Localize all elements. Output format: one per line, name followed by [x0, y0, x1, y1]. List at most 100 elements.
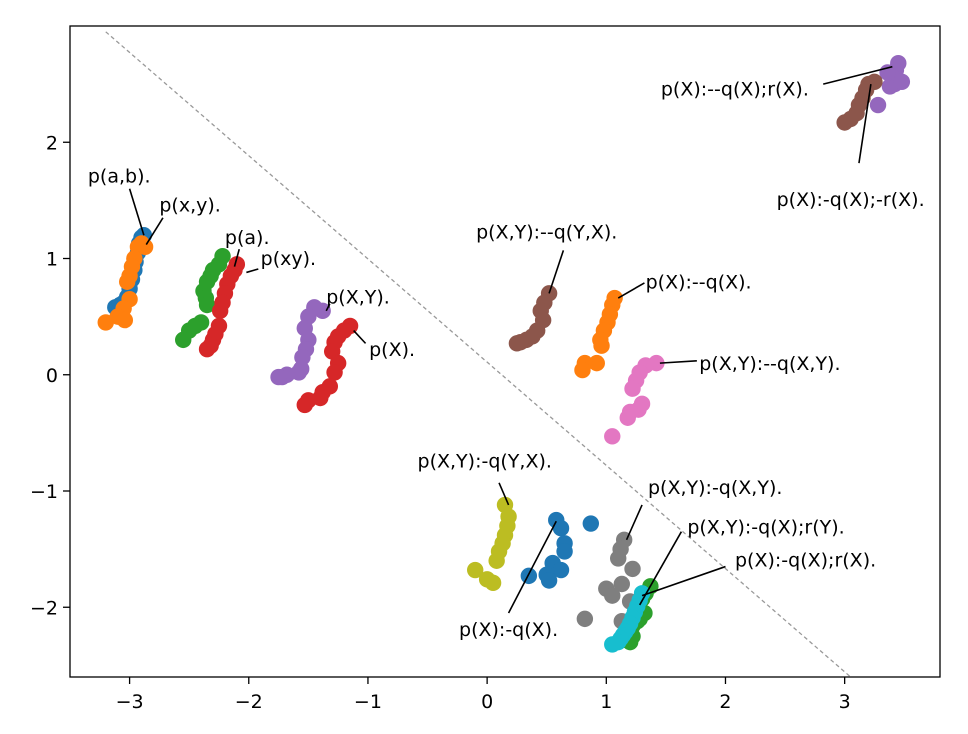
annotation-leader-line [641, 565, 726, 597]
annotation-label: p(X):-q(X). [459, 619, 558, 641]
annotation-label: p(a). [225, 227, 270, 249]
annotation-leader-line [659, 360, 697, 364]
leader-lines-layer [128, 65, 893, 614]
data-point [593, 337, 610, 354]
data-point [488, 552, 505, 569]
data-point [508, 335, 526, 352]
annotation-leader-line [353, 330, 367, 344]
annotation-leader-line [145, 217, 164, 245]
x-axis: −3 −2 −1 0 1 2 3 [116, 677, 851, 713]
series-1 [97, 235, 154, 331]
data-point [520, 567, 538, 585]
data-point [610, 550, 627, 567]
data-point [604, 636, 621, 653]
annotation-label: p(X,Y):-q(X,Y). [648, 477, 782, 499]
annotation-leader-line [638, 531, 683, 606]
data-point [198, 340, 216, 358]
series-14 [869, 55, 911, 114]
data-point [604, 428, 621, 445]
data-point [576, 610, 594, 628]
data-point [467, 561, 484, 579]
x-tick-label: −2 [235, 691, 263, 713]
annotation-leader-line [625, 504, 643, 541]
data-point [556, 543, 573, 560]
annotation-label: p(X,Y):--q(Y,X). [476, 221, 617, 243]
x-tick-label: 1 [600, 691, 612, 713]
y-tick-label: 1 [46, 249, 58, 271]
annotation-leader-line [823, 65, 893, 85]
data-point [624, 380, 641, 397]
annotation-leader-line [128, 188, 145, 236]
annotation-label: p(X,Y):-q(Y,X). [418, 450, 552, 472]
data-point [116, 311, 134, 329]
data-point [211, 302, 229, 320]
annotation-leader-line [858, 84, 872, 164]
x-tick-label: 2 [719, 691, 731, 713]
series-7 [574, 289, 623, 379]
annotation-label: p(X). [369, 339, 415, 361]
data-point [484, 574, 502, 592]
data-point [869, 96, 887, 114]
series-6 [508, 285, 558, 352]
annotation-label: p(X):-q(X);-r(X). [777, 189, 925, 211]
separator-layer [105, 31, 852, 678]
annotation-leader-line [325, 303, 331, 312]
data-point [552, 520, 570, 537]
separator-line [105, 31, 852, 678]
data-point [97, 314, 114, 331]
data-point [588, 354, 605, 372]
series-9 [467, 496, 517, 592]
annotation-leader-line [617, 282, 645, 299]
data-point [540, 572, 558, 589]
annotation-label: p(X,Y):--q(X,Y). [699, 353, 840, 375]
annotation-labels-layer: p(a,b). p(x,y).p(a).p(xy). p(X,Y). p(X). p(X… [88, 78, 925, 641]
data-point [326, 364, 343, 381]
data-point [296, 396, 313, 414]
points-layer [97, 55, 911, 653]
annotation-leader-line [507, 520, 557, 614]
annotation-label: p(X,Y). [326, 287, 390, 309]
data-point [624, 560, 641, 578]
data-point [198, 296, 216, 314]
plot-frame [69, 25, 941, 678]
annotation-leader-line [498, 482, 510, 506]
y-tick-label: 2 [46, 132, 58, 154]
annotation-label: p(a,b). [88, 166, 151, 188]
y-tick-label: −2 [30, 597, 58, 619]
data-point [836, 114, 853, 131]
data-point [604, 587, 621, 604]
data-point [613, 575, 630, 593]
series-2 [175, 247, 231, 349]
annotation-leader-line [246, 268, 259, 274]
annotation-label: p(X,Y):-q(X);r(Y). [687, 517, 844, 539]
series-10 [520, 511, 600, 589]
series-13 [604, 585, 651, 653]
data-point [574, 361, 591, 379]
x-tick-label: 3 [839, 691, 851, 713]
x-tick-label: −1 [354, 691, 382, 713]
series-4 [270, 299, 331, 386]
annotation-label: p(xy). [261, 248, 316, 270]
data-point [270, 368, 287, 386]
y-axis: −2 −1 0 1 2 [30, 132, 70, 619]
data-point [175, 331, 192, 349]
x-tick-label: 0 [481, 691, 493, 713]
y-tick-label: 0 [46, 365, 58, 387]
series-5 [296, 317, 359, 414]
series-15 [836, 73, 883, 131]
annotation-label: p(X):--q(X). [646, 271, 752, 293]
data-point [552, 561, 570, 579]
data-point [582, 515, 600, 532]
data-point [893, 73, 911, 91]
annotation-label: p(X):--q(X);r(X). [661, 78, 809, 100]
annotation-leader-line [548, 250, 565, 294]
series-8 [604, 354, 665, 445]
data-point [119, 273, 136, 290]
series-3 [198, 256, 246, 358]
annotation-label: p(X):-q(X);r(X). [735, 549, 876, 571]
x-tick-label: −3 [116, 691, 144, 713]
data-point [619, 409, 636, 426]
y-tick-label: −1 [30, 481, 58, 503]
